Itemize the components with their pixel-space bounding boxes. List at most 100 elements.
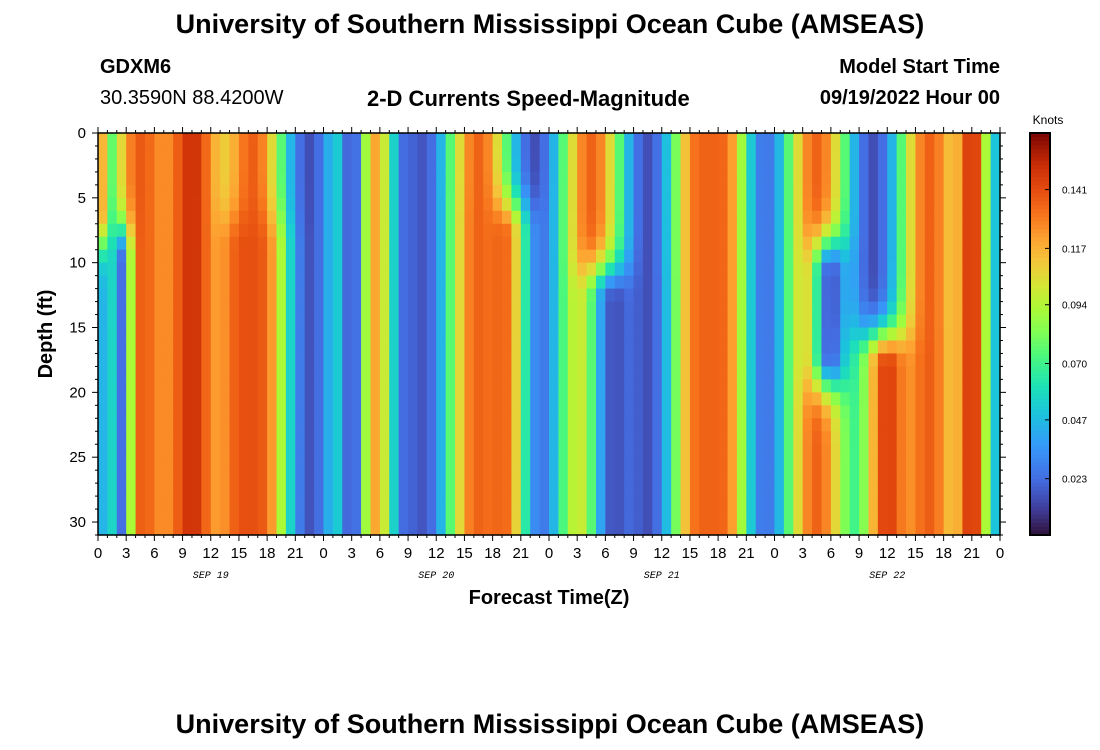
heatmap-cell	[830, 496, 841, 510]
heatmap-cell	[680, 444, 691, 458]
colorbar-segment	[1030, 430, 1050, 436]
heatmap-cell	[257, 405, 268, 419]
heatmap-cell	[539, 353, 550, 368]
heatmap-cell	[990, 431, 1001, 445]
heatmap-cell	[699, 431, 710, 445]
heatmap-cell	[304, 171, 315, 186]
heatmap-cell	[840, 275, 851, 290]
heatmap-cell	[642, 353, 653, 368]
heatmap-cell	[718, 457, 729, 471]
heatmap-cell	[408, 133, 419, 147]
heatmap-cell	[492, 327, 503, 342]
colorbar-segment	[1030, 394, 1050, 399]
heatmap-cell	[614, 327, 625, 342]
heatmap-cell	[201, 275, 212, 290]
heatmap-cell	[765, 379, 776, 393]
heatmap-cell	[304, 431, 315, 445]
heatmap-cell	[473, 288, 484, 303]
heatmap-cell	[182, 158, 193, 173]
heatmap-cell	[652, 470, 663, 484]
heatmap-cell	[455, 405, 466, 419]
heatmap-cell	[689, 522, 700, 536]
heatmap-cell	[295, 405, 306, 419]
heatmap-cell	[586, 418, 597, 432]
heatmap-cell	[370, 470, 381, 484]
heatmap-cell	[689, 392, 700, 406]
heatmap-cell	[173, 158, 184, 173]
heatmap-cell	[229, 158, 240, 173]
heatmap-cell	[990, 249, 1001, 264]
heatmap-cell	[116, 262, 127, 277]
heatmap-cell	[238, 379, 249, 393]
heatmap-cell	[144, 210, 155, 225]
heatmap-cell	[840, 301, 851, 316]
heatmap-cell	[840, 457, 851, 471]
heatmap-cell	[868, 210, 879, 225]
heatmap-cell	[577, 405, 588, 419]
heatmap-cell	[295, 145, 306, 160]
heatmap-cell	[595, 158, 606, 173]
heatmap-cell	[182, 405, 193, 419]
heatmap-cell	[370, 392, 381, 406]
heatmap-cell	[539, 470, 550, 484]
heatmap-cell	[295, 275, 306, 290]
heatmap-cell	[116, 483, 127, 497]
heatmap-cell	[98, 509, 108, 523]
heatmap-cell	[426, 431, 437, 445]
heatmap-cell	[229, 288, 240, 303]
heatmap-cell	[445, 184, 456, 199]
heatmap-cell	[680, 301, 691, 316]
heatmap-cell	[107, 392, 118, 406]
heatmap-cell	[370, 249, 381, 264]
heatmap-cell	[201, 457, 212, 471]
heatmap-cell	[906, 496, 917, 510]
heatmap-cell	[699, 405, 710, 419]
heatmap-cell	[774, 158, 785, 173]
heatmap-cell	[830, 133, 841, 147]
heatmap-cell	[210, 301, 221, 316]
heatmap-cell	[389, 457, 400, 471]
heatmap-cell	[455, 483, 466, 497]
heatmap-cell	[793, 158, 804, 173]
heatmap-cell	[144, 236, 155, 251]
heatmap-cell	[746, 509, 757, 523]
heatmap-cell	[98, 522, 108, 536]
heatmap-cell	[191, 249, 202, 264]
heatmap-cell	[953, 314, 964, 329]
heatmap-cell	[483, 145, 494, 160]
y-tick-label: 10	[69, 255, 86, 272]
heatmap-cell	[126, 522, 137, 536]
heatmap-cell	[595, 314, 606, 329]
heatmap-cell	[962, 353, 973, 368]
heatmap-cell	[915, 210, 926, 225]
heatmap-cell	[229, 210, 240, 225]
heatmap-cell	[586, 171, 597, 186]
heatmap-cell	[417, 184, 428, 199]
heatmap-cell	[906, 457, 917, 471]
heatmap-cell	[398, 171, 409, 186]
heatmap-cell	[595, 457, 606, 471]
heatmap-cell	[502, 418, 513, 432]
heatmap-cell	[502, 133, 513, 147]
heatmap-cell	[699, 457, 710, 471]
heatmap-cell	[887, 158, 898, 173]
heatmap-cell	[727, 171, 738, 186]
heatmap-cell	[671, 210, 682, 225]
heatmap-cell	[229, 392, 240, 406]
heatmap-cell	[426, 210, 437, 225]
heatmap-cell	[924, 496, 935, 510]
heatmap-cell	[455, 522, 466, 536]
heatmap-cell	[492, 509, 503, 523]
heatmap-cell	[896, 249, 907, 264]
heatmap-cell	[624, 522, 635, 536]
heatmap-cell	[812, 483, 823, 497]
x-tick-label: 12	[653, 545, 670, 562]
heatmap-cell	[915, 236, 926, 251]
heatmap-cell	[314, 301, 325, 316]
heatmap-cell	[229, 327, 240, 342]
heatmap-cell	[511, 496, 522, 510]
colorbar-tick-label: 0.047	[1062, 416, 1087, 427]
heatmap-cell	[285, 133, 296, 147]
heatmap-cell	[135, 327, 146, 342]
heatmap-cell	[116, 392, 127, 406]
